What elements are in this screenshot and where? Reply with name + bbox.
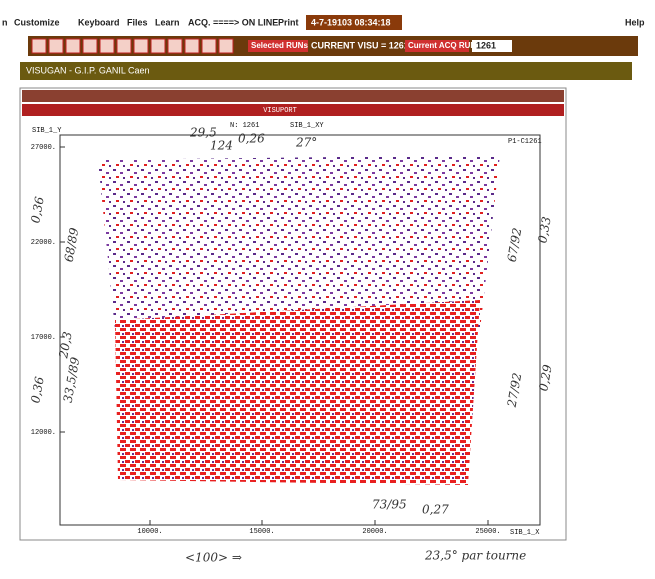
menu-item[interactable]: Keyboard <box>78 17 120 27</box>
handwritten-note: 27° <box>295 136 317 150</box>
tool-button[interactable] <box>201 38 217 54</box>
handwritten-note: 23,5° par tourne <box>424 549 526 563</box>
title-bar <box>20 62 632 80</box>
window-title: VISUGAN - G.I.P. GANIL Caen <box>26 65 150 75</box>
run-label: P1-C1261 <box>508 138 542 146</box>
clock: 4-7-19103 08:34:18 <box>311 17 391 27</box>
handwritten-note: 0,26 <box>238 132 265 146</box>
handwritten-note: 0,29 <box>536 363 554 392</box>
handwritten-note: 0,27 <box>422 503 449 517</box>
x-tick-label: 25000. <box>475 528 500 536</box>
y-tick-label: 22000. <box>31 239 56 247</box>
acq-label: Current ACQ RUN <box>408 41 476 50</box>
menu-item[interactable]: Customize <box>14 17 60 27</box>
tool-button[interactable] <box>48 38 64 54</box>
handwritten-note: 27/92 <box>504 372 524 409</box>
panel-title: VISUPORT <box>263 107 297 115</box>
scatter-upper <box>98 155 500 330</box>
y-name: SIB_1_Y <box>32 127 62 135</box>
x-tick-label: 15000. <box>249 528 274 536</box>
handwritten-note: 20,3 <box>56 330 75 360</box>
subwindow-bar <box>22 90 564 102</box>
menu-item[interactable]: Files <box>127 17 148 27</box>
acq-label-box <box>405 40 469 52</box>
handwritten-note: 73/95 <box>372 498 407 512</box>
current-acq: 1261 <box>476 40 496 50</box>
handwritten-note: 67/92 <box>505 227 525 263</box>
menu-item[interactable]: Print <box>278 17 299 27</box>
y-tick-label: 12000. <box>31 429 56 437</box>
menu-item[interactable]: Learn <box>155 17 180 27</box>
x-name: SIB_1_X <box>510 529 540 537</box>
acq-box <box>472 40 512 52</box>
tool-button[interactable] <box>31 38 47 54</box>
x-tick-label: 20000. <box>362 528 387 536</box>
tool-button[interactable] <box>133 38 149 54</box>
clock-box <box>306 15 402 30</box>
tool-button[interactable] <box>218 38 234 54</box>
handwritten-note: 0,36 <box>28 375 46 404</box>
help-menu[interactable]: Help <box>625 17 645 27</box>
tool-button[interactable] <box>184 38 200 54</box>
tool-button[interactable] <box>65 38 81 54</box>
plot-header: N: 1261 <box>230 122 259 130</box>
tool-button[interactable] <box>116 38 132 54</box>
spectrum-name: SIB_1_XY <box>290 122 324 130</box>
menu-item[interactable]: n <box>2 17 8 27</box>
handwritten-note: 0,33 <box>535 215 553 244</box>
handwritten-note: 29,5 <box>189 126 217 140</box>
handwritten-note: <100> ⇒ <box>185 551 242 565</box>
handwritten-note: 0,36 <box>28 195 46 224</box>
current-visu: CURRENT VISU = 1261 <box>311 40 409 50</box>
y-tick-label: 27000. <box>31 144 56 152</box>
x-tick-label: 10000. <box>137 528 162 536</box>
tool-button[interactable] <box>167 38 183 54</box>
handwritten-note: 124 <box>210 139 233 153</box>
panel-bar <box>22 104 564 116</box>
y-tick-label: 17000. <box>31 334 56 342</box>
tool-button[interactable] <box>82 38 98 54</box>
menu-item[interactable]: ACQ. ====> ON LINE <box>188 17 278 27</box>
selected-runs-button[interactable] <box>248 40 308 52</box>
tool-button[interactable] <box>99 38 115 54</box>
scatter-lower <box>115 300 480 485</box>
tool-button[interactable] <box>150 38 166 54</box>
handwritten-note: 68/89 <box>62 226 82 263</box>
selected-runs: Selected RUNs <box>251 41 308 50</box>
